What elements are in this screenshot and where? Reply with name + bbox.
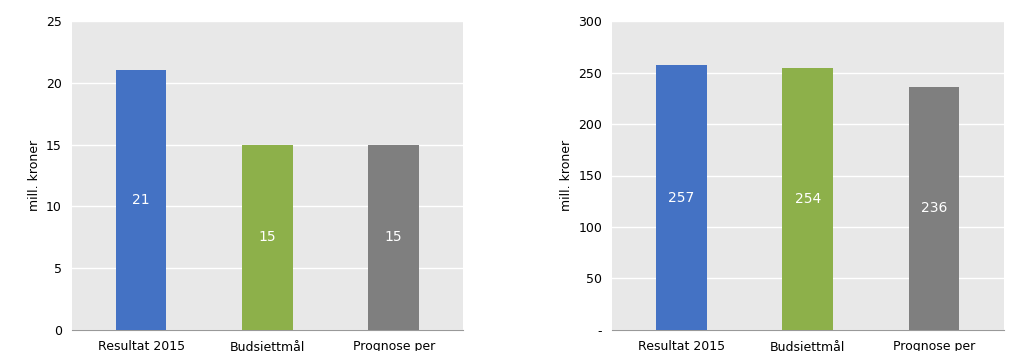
- Text: 15: 15: [385, 230, 402, 244]
- Text: 15: 15: [259, 230, 276, 244]
- Bar: [369, 145, 419, 330]
- Text: 257: 257: [669, 191, 694, 205]
- Bar: [243, 145, 293, 330]
- Text: 254: 254: [795, 192, 821, 206]
- Bar: [908, 87, 959, 330]
- Bar: [116, 71, 167, 330]
- Text: 21: 21: [132, 193, 150, 207]
- Bar: [656, 65, 707, 330]
- Text: 236: 236: [921, 201, 947, 216]
- Bar: [782, 68, 833, 330]
- Y-axis label: mill. kroner: mill. kroner: [28, 140, 41, 211]
- Y-axis label: mill. kroner: mill. kroner: [560, 140, 572, 211]
